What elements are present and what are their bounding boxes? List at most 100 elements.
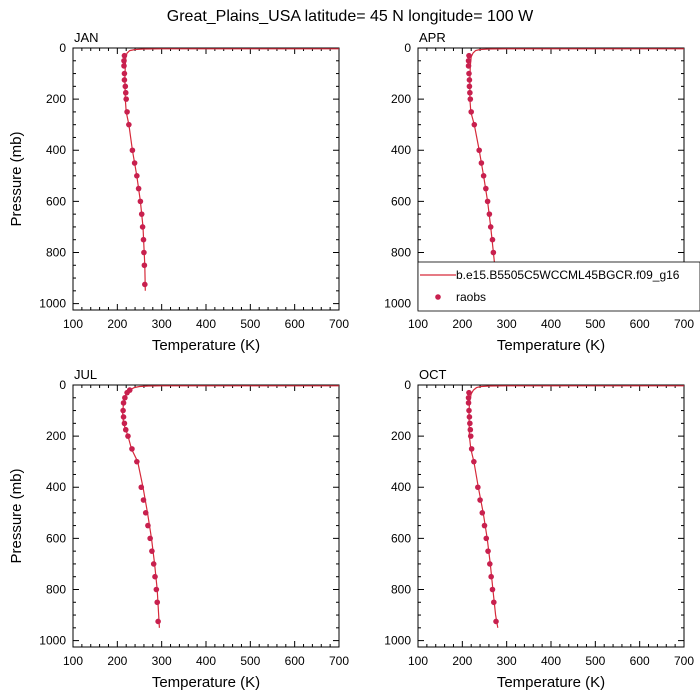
- panel-jan: 100 200 300 400 500 600 700 0 200 400 600 800 1000 JA…: [8, 30, 349, 354]
- x-axis-label-jan: Temperature (K): [152, 337, 260, 354]
- raobs-point-apr: [487, 224, 494, 230]
- raobs-point-jul: [147, 535, 153, 542]
- raobs-point-oct: [467, 433, 474, 439]
- raobs-point-jul: [155, 618, 161, 625]
- panel-label-jul: JUL: [74, 367, 97, 382]
- raobs-point-jul: [125, 433, 131, 439]
- raobs-point-jul: [138, 484, 145, 491]
- model-profile-line-oct: [468, 385, 684, 628]
- y-tick-label-jul-0: 0: [59, 378, 66, 392]
- raobs-point-jul: [129, 446, 135, 452]
- raobs-point-jan: [137, 198, 144, 205]
- raobs-point-oct: [466, 407, 472, 414]
- raobs-point-oct: [488, 573, 494, 580]
- raobs-point-jul: [121, 420, 128, 427]
- y-tick-label-jan-4: 800: [46, 245, 66, 259]
- raobs-point-jul: [120, 407, 126, 414]
- x-tick-label-oct-0: 100: [408, 654, 428, 668]
- panels-group: 100 200 300 400 500 600 70002004006008001000JA…: [8, 30, 700, 691]
- legend-box: [417, 261, 700, 312]
- x-tick-label-jan-3: 400: [196, 317, 216, 331]
- raobs-point-oct: [491, 599, 497, 606]
- x-tick-label-jul-1: 200: [107, 654, 127, 668]
- data-layer-jul: [120, 385, 339, 628]
- y-tick-label-oct-1: 200: [391, 429, 411, 443]
- panel-apr: 100 200 300 400 500 600 700 0 200 400 600 800 1000 AP…: [384, 30, 700, 354]
- x-tick-label-oct-5: 600: [630, 654, 650, 668]
- panel-label-apr: APR: [419, 30, 446, 45]
- raobs-point-jan: [126, 121, 132, 128]
- raobs-point-jan: [122, 83, 129, 90]
- panel-oct: 100 200 300 400 500 600 700 0 200 400 600 800 1000 OC…: [384, 367, 694, 691]
- y-tick-label-apr-3: 600: [391, 194, 411, 208]
- y-tick-label-jul-4: 800: [46, 582, 66, 596]
- plot-frame-oct: [417, 384, 685, 648]
- raobs-point-apr: [483, 185, 489, 192]
- raobs-point-apr: [466, 52, 472, 59]
- x-tick-label-jul-0: 100: [63, 654, 83, 668]
- y-tick-label-apr-0: 0: [404, 41, 411, 55]
- x-axis-label-jul: Temperature (K): [152, 674, 260, 691]
- raobs-point-oct: [468, 446, 475, 452]
- raobs-point-jan: [134, 173, 140, 179]
- raobs-point-apr: [480, 173, 487, 179]
- raobs-point-jan: [139, 224, 146, 230]
- y-tick-label-apr-4: 800: [391, 245, 411, 259]
- y-tick-label-jan-3: 600: [46, 194, 66, 208]
- raobs-point-oct: [477, 497, 483, 503]
- x-tick-label-oct-2: 300: [497, 654, 517, 668]
- raobs-point-jan: [121, 63, 127, 69]
- raobs-point-jan: [122, 89, 129, 96]
- y-tick-label-jan-0: 0: [59, 41, 66, 55]
- raobs-point-oct: [466, 414, 473, 420]
- raobs-point-apr: [466, 83, 473, 90]
- x-tick-label-jul-2: 300: [152, 654, 172, 668]
- raobs-point-jan: [138, 211, 145, 217]
- x-tick-label-jul-5: 600: [285, 654, 305, 668]
- x-tick-label-jan-2: 300: [152, 317, 172, 331]
- raobs-point-jan: [140, 236, 147, 243]
- raobs-point-jan: [121, 70, 128, 77]
- x-tick-label-jan-5: 600: [285, 317, 305, 331]
- raobs-point-oct: [466, 389, 472, 396]
- raobs-point-apr: [484, 198, 491, 205]
- x-tick-label-jan-1: 200: [107, 317, 127, 331]
- raobs-point-jan: [135, 185, 142, 192]
- x-tick-label-oct-6: 700: [674, 654, 694, 668]
- figure-title: Great_Plains_USA latitude= 45 N longitud…: [167, 8, 534, 25]
- legend-raobs-label: raobs: [456, 290, 486, 304]
- x-tick-label-jul-6: 700: [329, 654, 349, 668]
- x-tick-label-jan-0: 100: [63, 317, 83, 331]
- x-tick-label-jan-6: 700: [329, 317, 349, 331]
- raobs-point-apr: [466, 77, 473, 83]
- data-layer-oct: [465, 385, 684, 628]
- panel-label-oct: OCT: [419, 367, 447, 382]
- raobs-point-apr: [489, 236, 496, 243]
- y-tick-label-jul-5: 1000: [39, 634, 66, 648]
- x-tick-label-apr-0: 100: [408, 317, 428, 331]
- raobs-point-oct: [479, 510, 486, 516]
- raobs-point-jul: [142, 510, 149, 516]
- raobs-point-oct: [487, 561, 493, 567]
- data-layer-jan: [121, 48, 339, 291]
- y-axis-label-jul: Pressure (mb): [8, 468, 25, 563]
- y-tick-label-jan-5: 1000: [39, 297, 66, 311]
- raobs-point-jul: [124, 389, 130, 396]
- raobs-point-oct: [475, 484, 481, 491]
- raobs-point-apr: [465, 63, 472, 69]
- raobs-point-apr: [468, 109, 475, 115]
- x-tick-label-apr-6: 700: [674, 317, 694, 331]
- y-tick-label-oct-4: 800: [391, 582, 411, 596]
- plot-frame-jul: [72, 384, 340, 648]
- raobs-point-jan: [123, 96, 129, 102]
- model-profile-line-jan: [124, 48, 339, 291]
- raobs-point-jul: [154, 599, 161, 606]
- plot-frame-jan: [72, 47, 340, 311]
- x-tick-label-apr-3: 400: [541, 317, 561, 331]
- y-tick-label-oct-3: 600: [391, 531, 411, 545]
- raobs-point-oct: [483, 535, 490, 542]
- raobs-point-apr: [476, 147, 482, 154]
- y-tick-label-jul-3: 600: [46, 531, 66, 545]
